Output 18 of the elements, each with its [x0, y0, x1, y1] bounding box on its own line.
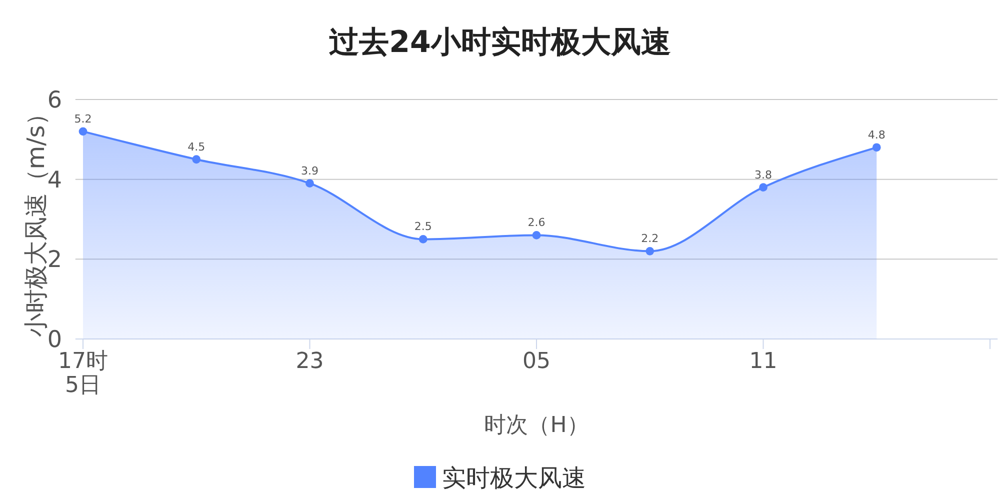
data-label: 3.9 [301, 164, 318, 178]
ylabel: 小时极大风速（m/s） [22, 101, 50, 338]
xtick: 05 [522, 349, 550, 374]
data-label: 2.2 [641, 232, 659, 246]
data-label: 5.2 [74, 112, 92, 126]
legend-label: 实时极大风速 [442, 464, 586, 492]
xtick: 11 [749, 349, 778, 374]
data-label: 2.6 [528, 216, 546, 230]
data-label: 2.5 [414, 220, 432, 234]
ytick: 6 [47, 88, 62, 114]
title: 过去24小时实时极大风速 [329, 25, 671, 60]
data-label: 3.8 [754, 168, 772, 182]
xlabel: 时次（H） [484, 413, 589, 438]
data-label: 4.8 [868, 128, 886, 142]
ytick: 2 [47, 247, 62, 274]
data-label: 4.5 [188, 140, 206, 154]
ytick: 4 [47, 167, 62, 194]
xtick: 23 [296, 349, 324, 374]
